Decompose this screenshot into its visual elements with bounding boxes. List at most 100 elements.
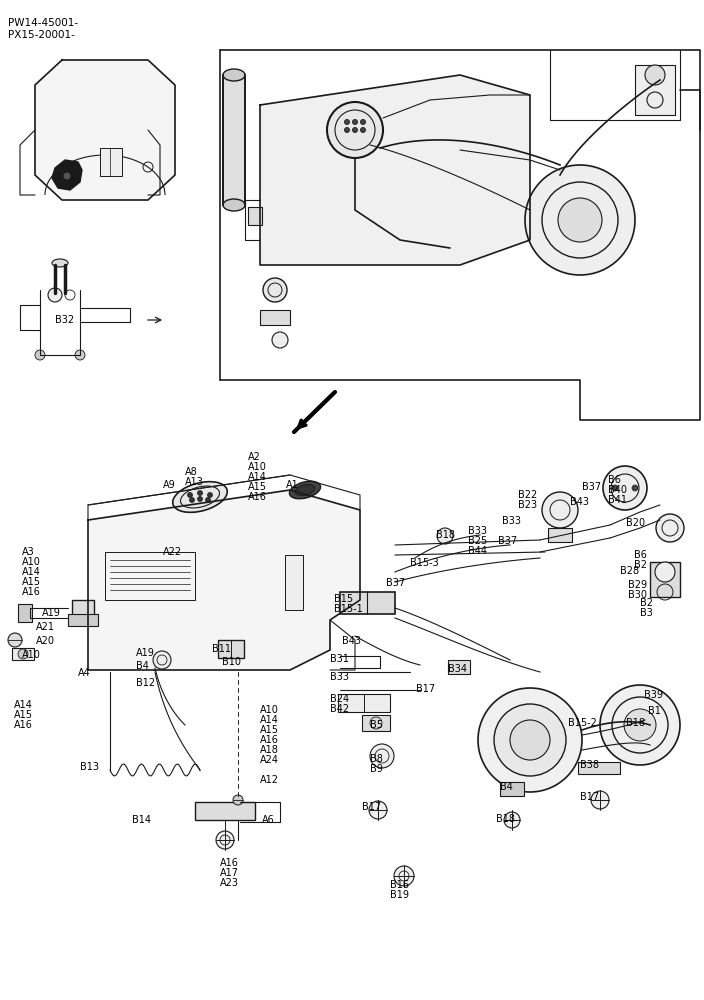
Text: A4: A4 xyxy=(78,668,91,678)
Ellipse shape xyxy=(223,199,245,211)
Text: B25: B25 xyxy=(468,536,487,546)
Text: B3: B3 xyxy=(640,608,653,618)
Text: B14: B14 xyxy=(132,815,151,825)
Text: B44: B44 xyxy=(468,546,487,556)
Text: B33: B33 xyxy=(330,672,349,682)
Ellipse shape xyxy=(52,259,68,267)
Text: A17: A17 xyxy=(220,868,239,878)
Circle shape xyxy=(525,165,635,275)
Circle shape xyxy=(189,497,194,502)
Circle shape xyxy=(353,119,358,124)
Circle shape xyxy=(632,485,638,491)
Text: B24: B24 xyxy=(330,694,349,704)
Text: B22: B22 xyxy=(518,490,537,500)
Text: B2: B2 xyxy=(634,560,647,570)
Text: B17: B17 xyxy=(580,792,599,802)
Text: B37: B37 xyxy=(582,482,601,492)
Circle shape xyxy=(360,119,365,124)
Text: B4: B4 xyxy=(136,661,149,671)
Text: A10: A10 xyxy=(22,650,41,660)
Text: B6: B6 xyxy=(634,550,647,560)
Circle shape xyxy=(510,720,550,760)
Polygon shape xyxy=(88,490,360,670)
Circle shape xyxy=(35,350,45,360)
Text: B20: B20 xyxy=(626,518,645,528)
Text: B37: B37 xyxy=(498,536,517,546)
Text: B17: B17 xyxy=(416,684,435,694)
Text: A22: A22 xyxy=(163,547,182,557)
Circle shape xyxy=(344,119,349,124)
Text: A3: A3 xyxy=(22,547,34,557)
Text: A12: A12 xyxy=(260,775,279,785)
Text: B37: B37 xyxy=(386,578,405,588)
Text: B11: B11 xyxy=(212,644,231,654)
Circle shape xyxy=(63,172,71,180)
Text: B32: B32 xyxy=(55,315,74,325)
Bar xyxy=(218,640,244,658)
Text: B16: B16 xyxy=(390,880,409,890)
Text: A19: A19 xyxy=(136,648,155,658)
Text: A16: A16 xyxy=(260,735,279,745)
Text: B41: B41 xyxy=(608,495,627,505)
Text: B1: B1 xyxy=(648,706,661,716)
Circle shape xyxy=(591,791,609,809)
Text: A14: A14 xyxy=(22,567,41,577)
Circle shape xyxy=(233,795,243,805)
Text: A2: A2 xyxy=(248,452,261,462)
Ellipse shape xyxy=(289,481,320,499)
Bar xyxy=(195,802,255,820)
Bar xyxy=(100,148,122,176)
Text: A9: A9 xyxy=(163,480,176,490)
Text: B12: B12 xyxy=(136,678,155,688)
Text: B9: B9 xyxy=(370,764,383,774)
Text: A23: A23 xyxy=(220,878,239,888)
Circle shape xyxy=(344,127,349,132)
Circle shape xyxy=(48,288,62,302)
Text: B40: B40 xyxy=(608,485,627,495)
Text: A15: A15 xyxy=(14,710,33,720)
Bar xyxy=(500,782,524,796)
Circle shape xyxy=(655,562,675,582)
Circle shape xyxy=(603,466,647,510)
Circle shape xyxy=(216,831,234,849)
Circle shape xyxy=(187,492,192,497)
Circle shape xyxy=(360,127,365,132)
Text: B29: B29 xyxy=(628,580,647,590)
Text: A20: A20 xyxy=(36,636,55,646)
Circle shape xyxy=(558,198,602,242)
Circle shape xyxy=(369,801,387,819)
Circle shape xyxy=(263,278,287,302)
Bar xyxy=(223,75,245,205)
Text: A16: A16 xyxy=(22,587,41,597)
Text: B18: B18 xyxy=(626,718,645,728)
Text: A15: A15 xyxy=(260,725,279,735)
Text: B19: B19 xyxy=(390,890,409,900)
Text: B6: B6 xyxy=(608,475,621,485)
Bar xyxy=(635,65,675,115)
Text: A16: A16 xyxy=(14,720,33,730)
Text: B15: B15 xyxy=(334,594,353,604)
Bar xyxy=(285,555,303,610)
Circle shape xyxy=(198,490,203,495)
Text: B31: B31 xyxy=(330,654,349,664)
Text: A10: A10 xyxy=(248,462,267,472)
Text: B13: B13 xyxy=(80,762,99,772)
Circle shape xyxy=(198,496,203,502)
Polygon shape xyxy=(35,60,175,200)
Text: PX15-20001-: PX15-20001- xyxy=(8,30,75,40)
Bar xyxy=(338,694,390,712)
Text: B15-1: B15-1 xyxy=(334,604,363,614)
Text: B18: B18 xyxy=(436,530,455,540)
Text: B43: B43 xyxy=(570,497,589,507)
Circle shape xyxy=(504,812,520,828)
Text: A10: A10 xyxy=(22,557,41,567)
Text: B38: B38 xyxy=(580,760,599,770)
Text: A21: A21 xyxy=(36,622,55,632)
Text: B17: B17 xyxy=(362,802,381,812)
Circle shape xyxy=(8,633,22,647)
Text: B10: B10 xyxy=(222,657,241,667)
Bar xyxy=(260,310,290,325)
Bar xyxy=(68,614,98,626)
Text: A16: A16 xyxy=(248,492,267,502)
Circle shape xyxy=(75,350,85,360)
